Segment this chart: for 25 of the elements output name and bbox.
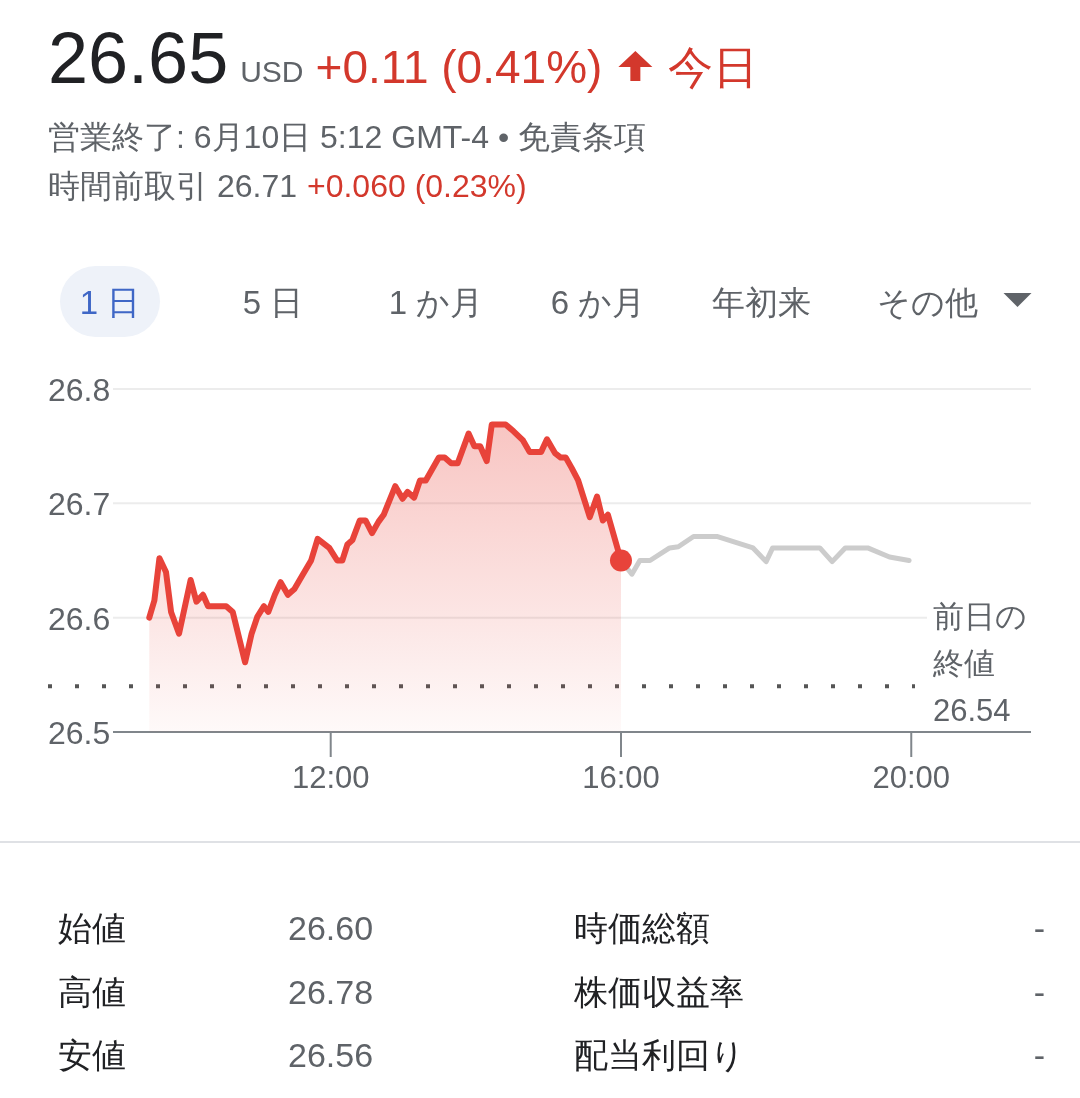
annotation: - bbox=[1033, 1036, 1045, 1074]
annotation: その他 bbox=[876, 283, 978, 321]
annotation: 高値 bbox=[58, 973, 126, 1011]
annotation: +0.11 (0.41%) bbox=[315, 41, 603, 93]
annotation: +0.060 (0.23%) bbox=[306, 168, 527, 204]
annotation: 時間前取引 26.71 bbox=[48, 168, 297, 204]
annotation: 26.56 bbox=[288, 1036, 374, 1074]
title: 26.65 bbox=[48, 18, 229, 98]
annotation: - bbox=[1033, 909, 1045, 947]
annotation: 配当利回り bbox=[574, 1036, 745, 1074]
subtitle: 営業終了: 6月10日 5:12 GMT-4 • 免責条項 bbox=[48, 119, 646, 155]
annotation: 年初来 bbox=[711, 283, 811, 321]
annotation: 26.60 bbox=[288, 909, 374, 947]
annotation: - bbox=[1033, 973, 1045, 1011]
annotation: 26.78 bbox=[288, 973, 374, 1011]
annotation: 始値 bbox=[58, 909, 126, 947]
annotation: 安値 bbox=[58, 1036, 126, 1074]
annotation: 今日 bbox=[668, 42, 759, 93]
annotation: 時価総額 bbox=[574, 909, 710, 947]
annotation: 1 日 bbox=[79, 283, 141, 321]
annotation: USD bbox=[240, 55, 304, 88]
annotation: 株価収益率 bbox=[574, 973, 744, 1011]
annotation: 1 か月 bbox=[388, 283, 484, 321]
annotation: 5 日 bbox=[242, 283, 304, 321]
annotation: 6 か月 bbox=[550, 283, 646, 321]
